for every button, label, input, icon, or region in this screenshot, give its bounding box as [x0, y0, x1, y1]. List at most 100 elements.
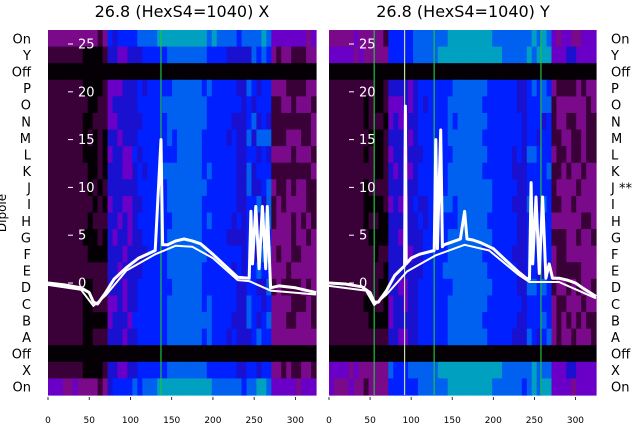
heatmap-cell — [52, 112, 59, 131]
heatmap-cell — [291, 345, 297, 363]
heatmap-cell — [137, 96, 143, 114]
heatmap-cell — [497, 312, 503, 330]
heatmap-cell — [281, 162, 287, 180]
heatmap-cell — [581, 245, 587, 263]
row-label-right: B — [611, 314, 620, 329]
heatmap-cell — [82, 96, 89, 114]
heatmap-cell — [556, 295, 562, 313]
heatmap-cell — [97, 328, 104, 346]
overlay-tick-label: 25 — [78, 38, 95, 53]
heatmap-cell — [236, 229, 243, 247]
heatmap-cell — [432, 96, 439, 114]
heatmap-cell — [216, 229, 223, 247]
heatmap-cell — [216, 278, 223, 297]
heatmap-cell — [571, 245, 577, 263]
heatmap-cell — [281, 295, 287, 313]
heatmap-cell — [82, 129, 89, 147]
heatmap-cell — [432, 312, 439, 330]
heatmap-cell — [117, 162, 124, 180]
heatmap-cell — [301, 195, 307, 214]
heatmap-cell — [358, 46, 365, 64]
heatmap-cell — [422, 328, 429, 346]
heatmap-cell — [571, 345, 577, 363]
heatmap-cell — [137, 278, 143, 297]
heatmap-cell — [236, 162, 243, 180]
overlay-tick-label: 0 — [78, 277, 86, 292]
row-label-left: G — [21, 231, 31, 246]
heatmap-cell — [452, 328, 459, 346]
heatmap-cell — [62, 112, 69, 131]
heatmap-cell — [403, 63, 409, 81]
heatmap-cell — [333, 345, 340, 363]
heatmap-cell — [591, 245, 597, 263]
heatmap-cell — [216, 63, 223, 81]
heatmap-cell — [487, 212, 493, 230]
heatmap-cell — [182, 195, 188, 214]
heatmap-cell — [182, 361, 188, 380]
heatmap-cell — [196, 79, 203, 97]
heatmap-cell — [526, 129, 533, 147]
heatmap-cell — [427, 378, 434, 396]
heatmap-cell — [221, 262, 228, 280]
heatmap-cell — [418, 312, 424, 330]
heatmap-cell — [556, 278, 562, 297]
heatmap-cell — [167, 312, 173, 330]
heatmap-cell — [182, 63, 188, 81]
heatmap-cell — [177, 63, 183, 81]
heatmap-cell — [241, 30, 248, 48]
heatmap-cell — [87, 63, 94, 81]
heatmap-cell — [516, 245, 523, 263]
heatmap-cell — [182, 245, 188, 263]
heatmap-cell — [566, 229, 572, 247]
heatmap-cell — [286, 361, 292, 380]
overlay-tick-label: 25 — [359, 38, 376, 53]
heatmap-cell — [251, 30, 258, 48]
heatmap-cell — [301, 79, 307, 97]
heatmap-cell — [576, 129, 582, 147]
heatmap-cell — [561, 79, 567, 97]
heatmap-cell — [566, 245, 572, 263]
heatmap-cell — [206, 245, 213, 263]
heatmap-cell — [191, 345, 198, 363]
heatmap-cell — [497, 129, 503, 147]
heatmap-cell — [556, 312, 562, 330]
heatmap-cell — [591, 162, 597, 180]
heatmap-cell — [82, 179, 89, 197]
heatmap-cell — [398, 30, 404, 48]
heatmap-cell — [112, 328, 119, 346]
heatmap-cell — [162, 245, 168, 263]
heatmap-cell — [531, 312, 538, 330]
heatmap-cell — [57, 212, 64, 230]
heatmap-cell — [368, 63, 375, 81]
heatmap-cell — [383, 195, 389, 214]
heatmap-cell — [413, 79, 419, 97]
heatmap-cell — [432, 112, 439, 131]
heatmap-cell — [62, 328, 69, 346]
heatmap-cell — [87, 245, 94, 263]
heatmap-cell — [343, 361, 350, 380]
heatmap-cell — [201, 195, 208, 214]
heatmap-cell — [576, 328, 582, 346]
heatmap-cell — [271, 96, 277, 114]
heatmap-cell — [427, 245, 434, 263]
heatmap-cell — [329, 79, 335, 97]
heatmap-cell — [487, 30, 493, 48]
heatmap-cell — [201, 312, 208, 330]
heatmap-cell — [191, 262, 198, 280]
heatmap-cell — [127, 345, 133, 363]
heatmap-cell — [422, 345, 429, 363]
heatmap-cell — [418, 96, 424, 114]
heatmap-cell — [581, 63, 587, 81]
heatmap-cell — [251, 63, 258, 81]
heatmap-cell — [296, 46, 302, 64]
heatmap-cell — [177, 361, 183, 380]
heatmap-cell — [48, 278, 54, 297]
heatmap-cell — [296, 361, 302, 380]
heatmap-cell — [507, 378, 513, 396]
heatmap-cell — [281, 378, 287, 396]
heatmap-cell — [311, 162, 317, 180]
heatmap-cell — [418, 361, 424, 380]
heatmap-cell — [291, 212, 297, 230]
heatmap-cell — [201, 378, 208, 396]
